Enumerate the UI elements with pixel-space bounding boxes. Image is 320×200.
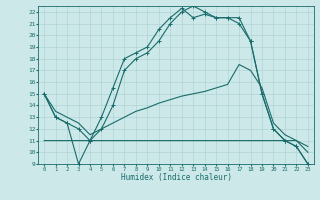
X-axis label: Humidex (Indice chaleur): Humidex (Indice chaleur) bbox=[121, 173, 231, 182]
